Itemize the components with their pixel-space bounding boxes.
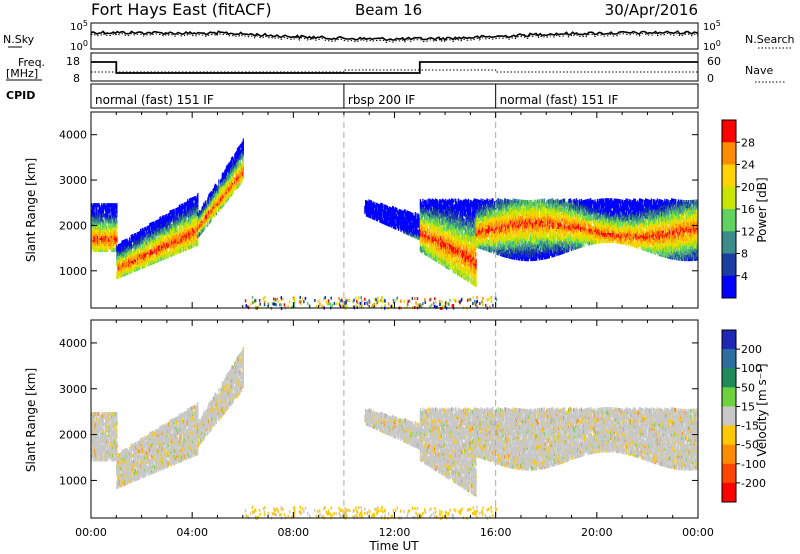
power-cell [103,220,104,224]
freq-panel-frame [91,53,698,81]
power-cell [116,220,117,224]
power-cell [216,209,217,213]
power-cell [243,157,244,161]
freq-tick-top: 18 [66,55,80,68]
nave-line [91,70,698,72]
cpid-label: CPID [6,89,35,102]
cpid-segment-label: rbsp 200 IF [348,93,415,107]
beam-title: Beam 16 [355,1,422,19]
nsearch-tick-top: 105 [703,19,721,33]
power-cell [437,253,438,257]
nave-tick-bottom: 0 [707,72,714,85]
nsearch-label: N.Search [745,33,795,46]
power-cell [218,180,219,184]
power-cell [453,199,454,203]
power-cell [469,277,470,281]
power-cell [174,209,175,213]
nsky-label: N.Sky [3,33,35,46]
date-title: 30/Apr/2016 [605,1,698,19]
power-cell [449,261,450,265]
power-cell [243,161,244,165]
power-cell [116,232,117,236]
power-cell [418,214,419,218]
power-cell [461,246,462,250]
freq-unit-label: [MHz] [6,67,38,80]
power-cell [243,173,244,177]
nsearch-tick-bottom: 100 [703,39,721,53]
power-cell [129,237,130,241]
power-cell [102,244,103,248]
frequency-trace [91,62,698,73]
power-cell [243,139,244,143]
power-cell [468,199,469,203]
power-cell [475,275,476,279]
frequency-line [91,62,698,73]
power-cell [177,228,178,232]
power-cell [376,207,377,211]
power-cell [181,226,182,230]
power-cell [395,219,396,223]
power-cell [450,265,451,269]
power-cell [116,203,117,207]
cpid-segment-label: normal (fast) 151 IF [500,93,619,107]
power-cell [415,212,416,216]
cpid-segment-label: normal (fast) 151 IF [95,93,214,107]
cpid-segments: normal (fast) 151 IF rbsp 200 IF normal (f… [95,84,618,108]
power-cell [475,279,476,283]
freq-tick-bottom: 8 [73,72,80,85]
power-cell [473,253,474,257]
power-cell [475,252,476,256]
power-cell [427,224,428,228]
power-cell [475,259,476,263]
nave-label: Nave [745,64,773,77]
power-cell [197,193,198,197]
nsky-trace [91,31,698,42]
nsky-tick-top: 105 [70,19,88,33]
nave-tick-top: 60 [707,55,721,68]
power-cell [427,199,428,203]
station-title: Fort Hays East (fitACF) [91,0,272,19]
power-data [91,139,698,310]
power-cell [437,200,438,204]
power-cell [116,209,117,213]
power-cell [108,230,109,234]
nsky-tick-bottom: 100 [70,39,88,53]
power-cell [116,224,117,228]
power-cell [422,231,423,235]
power-cell [382,203,383,207]
